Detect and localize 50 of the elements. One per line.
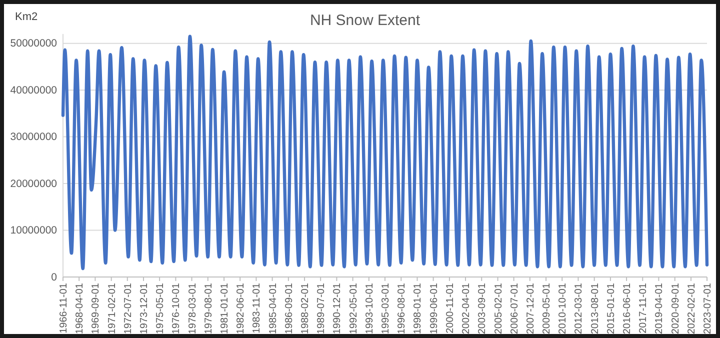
x-tick-label: 1979-08-01 [203,282,214,334]
x-tick-label: 1969-09-01 [90,282,102,334]
x-tick-label: 1968-04-01 [74,282,86,334]
x-tick-label: 1990-12-01 [332,282,344,334]
x-tick-label: 1975-05-01 [155,282,166,334]
x-tick-label: 2007-12-01 [525,282,536,334]
y-tick-label: 10000000 [10,224,58,237]
x-tick-label: 1966-11-01 [58,282,70,334]
x-tick-label: 2005-02-01 [493,282,504,334]
x-tick-label: 2000-11-01 [444,282,456,334]
chart-title: NH Snow Extent [310,12,421,29]
x-tick-label: 2010-10-01 [558,282,569,334]
y-tick-label: 0 [51,271,58,284]
y-axis-title: Km2 [15,11,38,23]
x-tick-label: 1996-08-01 [396,282,408,334]
y-tick-label: 30000000 [10,131,58,144]
x-tick-label: 2023-07-01 [702,282,714,334]
x-tick-label: 2022-02-01 [686,282,698,334]
y-tick-label: 40000000 [10,84,58,96]
x-tick-label: 2006-07-01 [509,282,520,334]
x-tick-label: 2020-09-01 [670,282,682,334]
x-tick-label: 1998-01-01 [412,282,424,334]
y-tick-label: 50000000 [10,38,58,50]
x-tick-label: 2019-04-01 [654,282,666,334]
x-tick-label: 1973-12-01 [139,282,150,334]
x-tick-label: 1985-04-01 [268,282,279,334]
x-tick-label: 1971-02-01 [106,282,118,334]
x-tick-label: 1989-07-01 [316,282,328,334]
x-tick-label: 2013-08-01 [590,282,601,334]
x-tick-label: 1972-07-01 [122,282,134,334]
x-tick-label: 1992-05-01 [348,282,360,334]
x-tick-label: 1976-10-01 [171,282,182,334]
y-tick-label: 20000000 [10,178,58,190]
x-tick-label: 2009-05-01 [542,282,552,334]
x-tick-label: 1983-11-01 [252,282,263,334]
x-tick-label: 2003-09-01 [477,282,488,334]
x-tick-label: 1986-09-01 [284,282,295,334]
x-tick-label: 1999-06-01 [428,282,440,334]
x-tick-label: 2012-03-01 [574,282,585,334]
x-tick-label: 1995-03-01 [380,282,392,334]
x-tick-label: 2002-04-01 [461,282,472,334]
x-tick-label: 1982-06-01 [236,282,247,334]
x-tick-label: 2016-06-01 [622,282,634,334]
line-series [61,34,709,270]
x-tick-label: 2017-11-01 [638,282,650,334]
x-tick-label: 2015-01-01 [606,282,617,334]
x-tick-label: 1988-02-01 [300,282,312,334]
x-tick-label: 1993-10-01 [364,282,376,334]
x-tick-label: 1981-01-01 [220,282,231,334]
x-tick-label: 1978-03-01 [187,282,198,334]
